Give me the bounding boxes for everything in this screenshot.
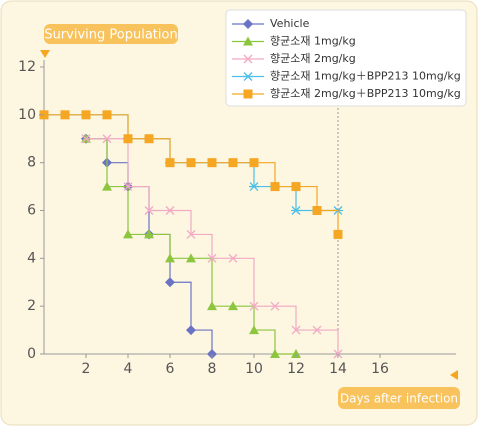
x-axis-label: Days after infection (340, 392, 458, 406)
marker (144, 229, 154, 239)
marker (165, 158, 175, 168)
line-segment (149, 138, 171, 163)
marker (60, 110, 70, 120)
legend-label: 향균소재 2mg/kg＋BPP213 10mg/kg (270, 87, 461, 100)
x-label-box (338, 387, 460, 409)
marker (291, 349, 301, 358)
marker (228, 301, 238, 311)
line-segment (275, 305, 297, 331)
x-tick-label: 14 (329, 361, 347, 377)
y-tick-label: 8 (27, 155, 36, 171)
marker (186, 325, 196, 336)
marker (165, 277, 175, 288)
y-tick-label: 2 (27, 298, 36, 314)
legend-label: 향균소재 1mg/kg＋BPP213 10mg/kg (270, 70, 461, 83)
marker (270, 182, 280, 192)
marker (291, 182, 301, 192)
x-tick-label: 6 (166, 361, 175, 377)
marker (312, 206, 322, 215)
marker (165, 253, 175, 263)
marker (333, 229, 343, 239)
legend-label: 향균소재 2mg/kg (270, 52, 356, 65)
marker (270, 301, 280, 311)
marker (102, 134, 112, 144)
marker (123, 134, 133, 144)
marker (228, 158, 238, 168)
marker (123, 229, 133, 239)
marker (291, 206, 301, 215)
marker (243, 36, 253, 46)
marker (249, 158, 259, 168)
line-segment (128, 185, 150, 211)
marker (249, 325, 259, 335)
marker (144, 206, 154, 215)
line-segment (107, 114, 129, 139)
series (81, 134, 343, 359)
marker (243, 72, 253, 81)
y-tick-label: 10 (18, 107, 36, 123)
x-tick-label: 2 (82, 361, 91, 377)
x-tick-label: 16 (371, 361, 389, 377)
y-tick-label: 6 (27, 203, 36, 219)
marker (123, 182, 133, 192)
x-tick-label: 8 (208, 361, 217, 377)
marker (81, 110, 91, 120)
marker (243, 54, 253, 64)
line-segment (233, 257, 255, 307)
line-segment (254, 162, 276, 187)
marker (249, 301, 259, 311)
line-segment (254, 329, 276, 354)
legend-label: 향균소재 1mg/kg (270, 35, 356, 48)
y-label-box (44, 24, 178, 44)
line-segment (170, 281, 192, 331)
marker (270, 349, 280, 358)
y-tick-label: 12 (18, 59, 36, 75)
marker (165, 206, 175, 215)
y-tick-label: 0 (27, 346, 36, 362)
line-segment (317, 329, 339, 354)
line-segment (191, 329, 213, 354)
marker (228, 253, 238, 263)
marker (312, 325, 322, 335)
x-tick-label: 10 (245, 361, 263, 377)
y-arrow (40, 50, 50, 58)
x-arrow (450, 370, 458, 380)
marker (102, 181, 112, 191)
marker (207, 158, 217, 168)
legend (225, 9, 467, 107)
marker (291, 325, 301, 335)
marker (249, 182, 259, 192)
marker (186, 253, 196, 263)
marker (207, 301, 217, 311)
x-tick-label: 4 (124, 361, 133, 377)
y-tick-label: 4 (27, 250, 36, 266)
marker (144, 134, 154, 144)
marker (186, 229, 196, 239)
marker (207, 253, 217, 263)
marker (102, 110, 112, 120)
marker (243, 19, 253, 29)
line-segment (317, 209, 339, 235)
marker (186, 158, 196, 168)
line-segment (296, 185, 318, 211)
line-segment (191, 233, 213, 259)
marker (81, 134, 91, 144)
plot (39, 60, 343, 359)
marker (243, 89, 253, 99)
line-segment (149, 233, 171, 259)
legend-label: Vehicle (270, 17, 310, 30)
line-segment (170, 209, 192, 235)
y-axis-label: Surviving Population (44, 28, 177, 43)
x-tick-label: 12 (287, 361, 305, 377)
